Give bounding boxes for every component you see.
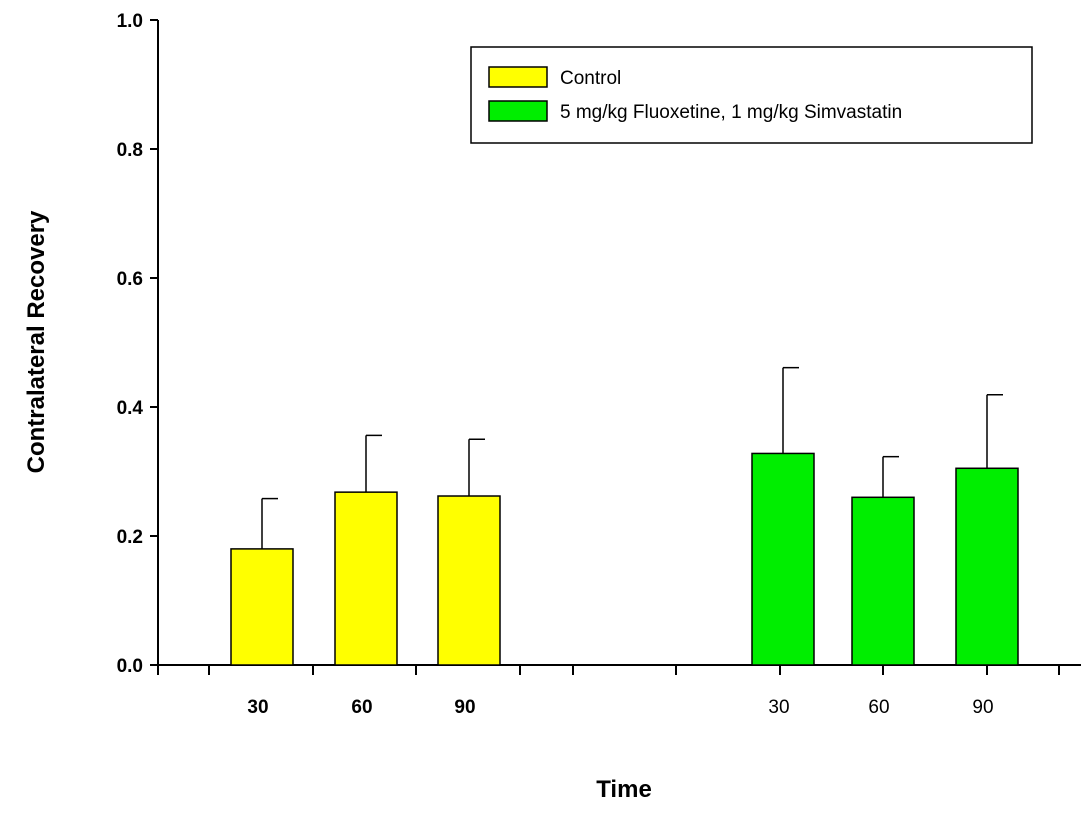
x-tick-label: 90 xyxy=(972,697,993,718)
bar xyxy=(438,496,500,665)
bar xyxy=(956,468,1018,665)
x-ticks xyxy=(158,665,1059,675)
legend-swatch-control xyxy=(489,67,547,87)
x-tick-label: 60 xyxy=(868,697,889,718)
y-tick-label: 0.2 xyxy=(117,527,143,548)
bar xyxy=(335,492,397,665)
y-tick-label: 1.0 xyxy=(117,11,143,32)
bar xyxy=(752,453,814,665)
y-ticks: 0.0 0.2 0.4 0.6 0.8 1.0 xyxy=(117,11,158,677)
x-tick-label: 30 xyxy=(247,697,268,718)
y-tick-label: 0.6 xyxy=(117,269,143,290)
legend-label-treatment: 5 mg/kg Fluoxetine, 1 mg/kg Simvastatin xyxy=(560,102,902,123)
y-tick-label: 0.4 xyxy=(117,398,144,419)
bar xyxy=(231,549,293,665)
x-tick-label: 30 xyxy=(768,697,789,718)
y-tick-label: 0.8 xyxy=(117,140,143,161)
x-tick-label: 60 xyxy=(351,697,372,718)
legend-box xyxy=(471,47,1032,143)
x-tick-labels: 30 60 90 30 60 90 xyxy=(247,697,993,718)
y-axis-title: Contralateral Recovery xyxy=(23,210,50,473)
x-tick-label: 90 xyxy=(454,697,475,718)
legend: Control 5 mg/kg Fluoxetine, 1 mg/kg Simv… xyxy=(471,47,1032,143)
legend-label-control: Control xyxy=(560,68,621,89)
x-axis-title: Time xyxy=(596,776,652,803)
legend-swatch-treatment xyxy=(489,101,547,121)
bar xyxy=(852,497,914,665)
bars xyxy=(231,453,1018,665)
y-tick-label: 0.0 xyxy=(117,656,143,677)
